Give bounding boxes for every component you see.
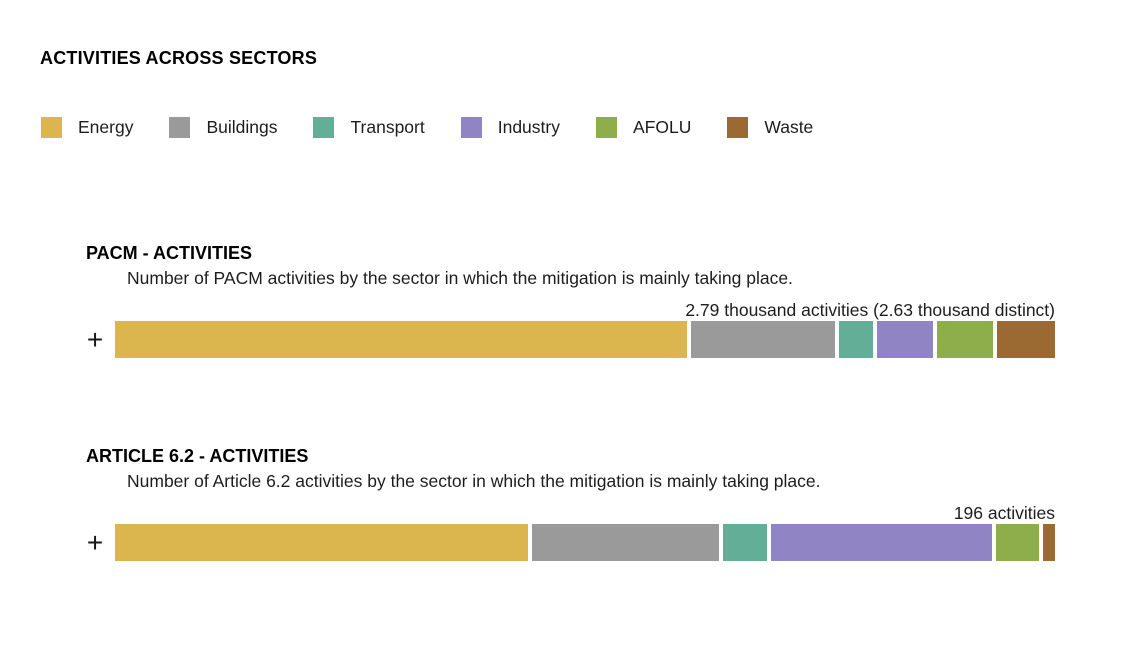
bar-segment-industry[interactable] — [877, 321, 934, 358]
section-heading: PACM - ACTIVITIES — [86, 243, 252, 263]
legend-swatch-icon — [313, 117, 335, 138]
section-pacm-activities: PACM - ACTIVITIES Number of PACM activit… — [0, 243, 1145, 373]
legend-item-buildings[interactable]: Buildings — [169, 117, 277, 138]
bar-segment-energy[interactable] — [115, 524, 528, 561]
legend-swatch-icon — [460, 117, 482, 138]
section-heading: ARTICLE 6.2 - ACTIVITIES — [86, 446, 309, 466]
expand-button[interactable]: + — [82, 325, 108, 355]
bar-segment-waste[interactable] — [997, 321, 1055, 358]
bar-segment-energy[interactable] — [115, 321, 688, 358]
legend-swatch-icon — [169, 117, 191, 138]
stacked-bar — [115, 321, 1055, 358]
bar-segment-afolu[interactable] — [937, 321, 994, 358]
bar-segment-afolu[interactable] — [995, 524, 1039, 561]
legend-item-waste[interactable]: Waste — [727, 117, 813, 138]
legend-item-label: Waste — [764, 117, 814, 137]
section-subtitle: Number of Article 6.2 activities by the … — [127, 471, 821, 491]
bar-segment-transport[interactable] — [839, 321, 874, 358]
stacked-bar — [115, 524, 1055, 561]
total-activities-label: 2.79 thousand activities (2.63 thousand … — [685, 300, 1055, 320]
legend-item-industry[interactable]: Industry — [460, 117, 560, 138]
bar-segment-transport[interactable] — [722, 524, 767, 561]
legend-item-afolu[interactable]: AFOLU — [595, 117, 692, 138]
legend-swatch-icon — [41, 117, 62, 138]
bar-segment-industry[interactable] — [770, 524, 992, 561]
section-article-62-activities: ARTICLE 6.2 - ACTIVITIES Number of Artic… — [0, 446, 1145, 576]
bar-segment-waste[interactable] — [1042, 524, 1055, 561]
section-subtitle: Number of PACM activities by the sector … — [127, 268, 793, 288]
legend-item-label: AFOLU — [632, 117, 692, 137]
page-title: ACTIVITIES ACROSS SECTORS — [40, 48, 318, 68]
total-activities-label: 196 activities — [953, 503, 1055, 523]
legend-item-label: Industry — [497, 117, 560, 137]
legend-item-label: Buildings — [206, 117, 278, 137]
legend-item-label: Transport — [350, 117, 425, 137]
legend-item-transport[interactable]: Transport — [313, 117, 425, 138]
legend-swatch-icon — [595, 117, 617, 138]
legend: Energy Buildings Transport Industry AFOL… — [41, 117, 813, 138]
legend-item-energy[interactable]: Energy — [41, 117, 133, 138]
bar-segment-buildings[interactable] — [691, 321, 836, 358]
legend-item-label: Energy — [78, 117, 134, 137]
expand-button[interactable]: + — [82, 528, 108, 558]
legend-swatch-icon — [727, 117, 749, 138]
bar-segment-buildings[interactable] — [531, 524, 719, 561]
